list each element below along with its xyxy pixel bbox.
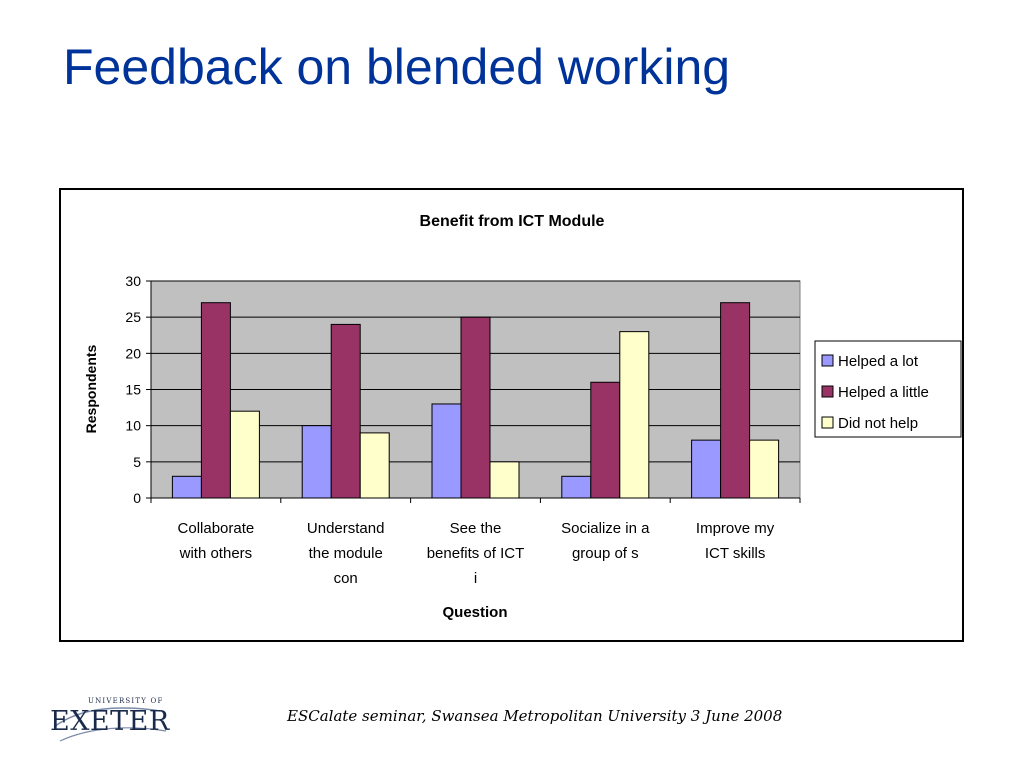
bar xyxy=(431,403,462,499)
x-tick-label: Socialize in a xyxy=(561,520,650,537)
x-tick-label: Understand xyxy=(307,520,385,537)
legend-box xyxy=(814,340,962,438)
bar xyxy=(460,316,491,499)
x-tick-label: with others xyxy=(179,545,253,562)
x-tick-label: con xyxy=(334,570,358,587)
legend-label: Helped a lot xyxy=(838,353,919,370)
chart-title: Benefit from ICT Module xyxy=(420,213,605,230)
bar xyxy=(720,302,751,499)
bar xyxy=(561,475,592,499)
bar xyxy=(749,439,780,499)
x-tick-label: i xyxy=(474,570,477,587)
bar xyxy=(301,425,332,499)
logo-exeter: EXETER xyxy=(50,706,170,737)
y-tick-label: 5 xyxy=(133,454,141,470)
bar xyxy=(229,410,260,499)
y-tick-label: 10 xyxy=(125,418,141,434)
bar xyxy=(359,432,390,499)
y-tick-label: 25 xyxy=(125,309,141,325)
x-tick-label: benefits of ICT xyxy=(427,545,525,562)
bar xyxy=(330,323,361,499)
x-tick-label: Collaborate xyxy=(178,520,255,537)
logo-university-of: UNIVERSITY OF xyxy=(88,697,164,705)
university-logo: UNIVERSITY OF EXETER xyxy=(50,697,170,747)
slide-title: Feedback on blended working xyxy=(63,39,731,95)
bar xyxy=(171,475,202,499)
x-tick-label: group of s xyxy=(572,545,639,562)
x-tick-label: See the xyxy=(450,520,502,537)
bar xyxy=(200,302,231,499)
legend-label: Did not help xyxy=(838,415,918,432)
y-tick-label: 15 xyxy=(125,382,141,398)
legend-swatch xyxy=(821,385,834,398)
y-axis-title: Respondents xyxy=(83,344,99,433)
legend-swatch xyxy=(821,354,834,367)
legend-label: Helped a little xyxy=(838,384,929,401)
bar xyxy=(590,381,621,499)
legend-swatch xyxy=(821,416,834,429)
x-tick-label: Improve my xyxy=(696,520,775,537)
footer-text: ESCalate seminar, Swansea Metropolitan U… xyxy=(287,707,783,725)
y-tick-label: 30 xyxy=(125,273,141,289)
bar xyxy=(691,439,722,499)
y-tick-label: 0 xyxy=(133,490,141,506)
x-tick-label: ICT skills xyxy=(705,545,766,562)
y-tick-label: 20 xyxy=(125,345,141,361)
logo-swoosh-icon xyxy=(53,707,167,742)
bar xyxy=(489,461,520,499)
x-tick-label: the module xyxy=(309,545,383,562)
x-axis-title: Question xyxy=(442,604,507,621)
bar xyxy=(619,331,650,499)
